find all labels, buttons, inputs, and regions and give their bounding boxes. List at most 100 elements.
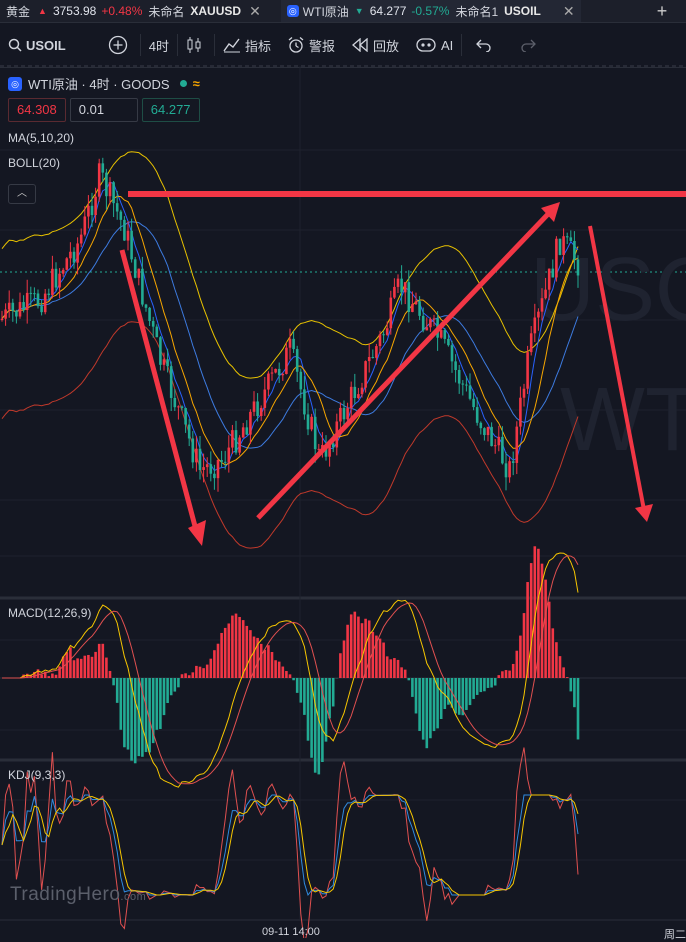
macd-bar (498, 675, 501, 678)
macd-bar (418, 678, 421, 731)
macd-bar (512, 664, 515, 678)
macd-bar (397, 660, 400, 678)
candle (570, 230, 573, 241)
macd-bar (109, 671, 112, 678)
buy-price-button[interactable]: 64.277 (142, 98, 200, 122)
oil-icon: ◎ (8, 77, 22, 91)
candle (40, 300, 43, 316)
candle (130, 219, 133, 263)
candle (138, 268, 141, 285)
macd-bar (116, 678, 119, 703)
candle (4, 303, 7, 325)
macd-bar (188, 675, 191, 678)
candle (62, 268, 65, 277)
quantity-input[interactable]: 0.01 (70, 98, 138, 122)
boll-indicator-label[interactable]: BOLL(20) (8, 156, 60, 170)
kdj-d-line (2, 795, 578, 895)
candle (372, 349, 375, 358)
macd-bar (123, 678, 126, 747)
macd-bar (307, 678, 310, 741)
candle (505, 452, 508, 490)
candle (458, 365, 461, 394)
candle (220, 451, 223, 467)
kdj-j-line (2, 748, 578, 939)
candle (267, 371, 270, 396)
candle (469, 373, 472, 400)
down-arrow-annotation[interactable] (122, 250, 206, 546)
macd-bar (285, 671, 288, 678)
macd-bar (480, 678, 483, 692)
macd-bar (577, 678, 580, 739)
macd-bar (271, 652, 274, 678)
macd-bar (555, 642, 558, 678)
macd-bar (51, 673, 54, 678)
candle (483, 427, 486, 440)
kdj-indicator-label[interactable]: KDJ(9,3,3) (8, 768, 65, 782)
sell-price-button[interactable]: 64.308 (8, 98, 66, 122)
brand-watermark: TradingHero.com (10, 884, 146, 906)
macd-bar (228, 623, 231, 678)
chevron-up-icon: ︿ (17, 188, 27, 199)
macd-bar (127, 678, 130, 750)
market-status-icon (180, 80, 187, 87)
macd-bar (274, 660, 277, 678)
macd-bar (267, 645, 270, 678)
macd-bar (174, 678, 177, 692)
candle (357, 388, 360, 399)
candle (555, 236, 558, 281)
candle (184, 408, 187, 433)
candle (289, 329, 292, 360)
macd-bar (217, 644, 220, 678)
macd-bar (69, 647, 72, 678)
macd-bar (213, 650, 216, 678)
candle (22, 295, 25, 312)
macd-pane (0, 546, 686, 787)
candle (408, 270, 411, 322)
macd-bar (494, 678, 497, 686)
candle (516, 421, 519, 474)
candle (426, 317, 429, 330)
macd-bar (120, 678, 123, 730)
time-axis-weekday: 周二 (664, 926, 686, 942)
macd-bar (73, 660, 76, 678)
macd-bar (102, 644, 105, 678)
macd-bar (390, 659, 393, 678)
macd-bar (339, 653, 342, 678)
candle (498, 426, 501, 451)
macd-bar (382, 643, 385, 678)
up-arrow-annotation[interactable] (258, 202, 560, 518)
time-axis-label: 09-11 14:00 (262, 926, 320, 938)
macd-bar (202, 668, 205, 678)
macd-bar (210, 659, 213, 678)
candle (260, 405, 263, 420)
candle (559, 239, 562, 256)
chart-legend[interactable]: ◎ WTI原油 · 4时 · GOODS ≈ (8, 74, 200, 93)
macd-bar (156, 678, 159, 730)
candle (228, 435, 231, 472)
candle (271, 367, 274, 381)
macd-bar (469, 678, 472, 705)
macd-bar (490, 678, 493, 688)
candle (192, 431, 195, 468)
macd-bar (112, 678, 115, 685)
collapse-indicators-button[interactable]: ︿ (8, 184, 36, 204)
macd-bar (559, 656, 562, 678)
ma-indicator-label[interactable]: MA(5,10,20) (8, 131, 74, 145)
macd-bar (570, 678, 573, 691)
candle (55, 262, 58, 291)
macd-bar (505, 670, 508, 678)
candle (206, 457, 209, 477)
candle (480, 421, 483, 434)
macd-indicator-label[interactable]: MACD(12,26,9) (8, 606, 91, 620)
macd-bar (415, 678, 418, 713)
candle (199, 436, 202, 479)
candle (105, 169, 108, 210)
candle (487, 427, 490, 442)
macd-bar (105, 658, 108, 678)
macd-bar (343, 641, 346, 678)
candle (15, 310, 18, 324)
candle (354, 374, 357, 404)
kdj-k-line (2, 795, 578, 895)
macd-bar (433, 678, 436, 731)
